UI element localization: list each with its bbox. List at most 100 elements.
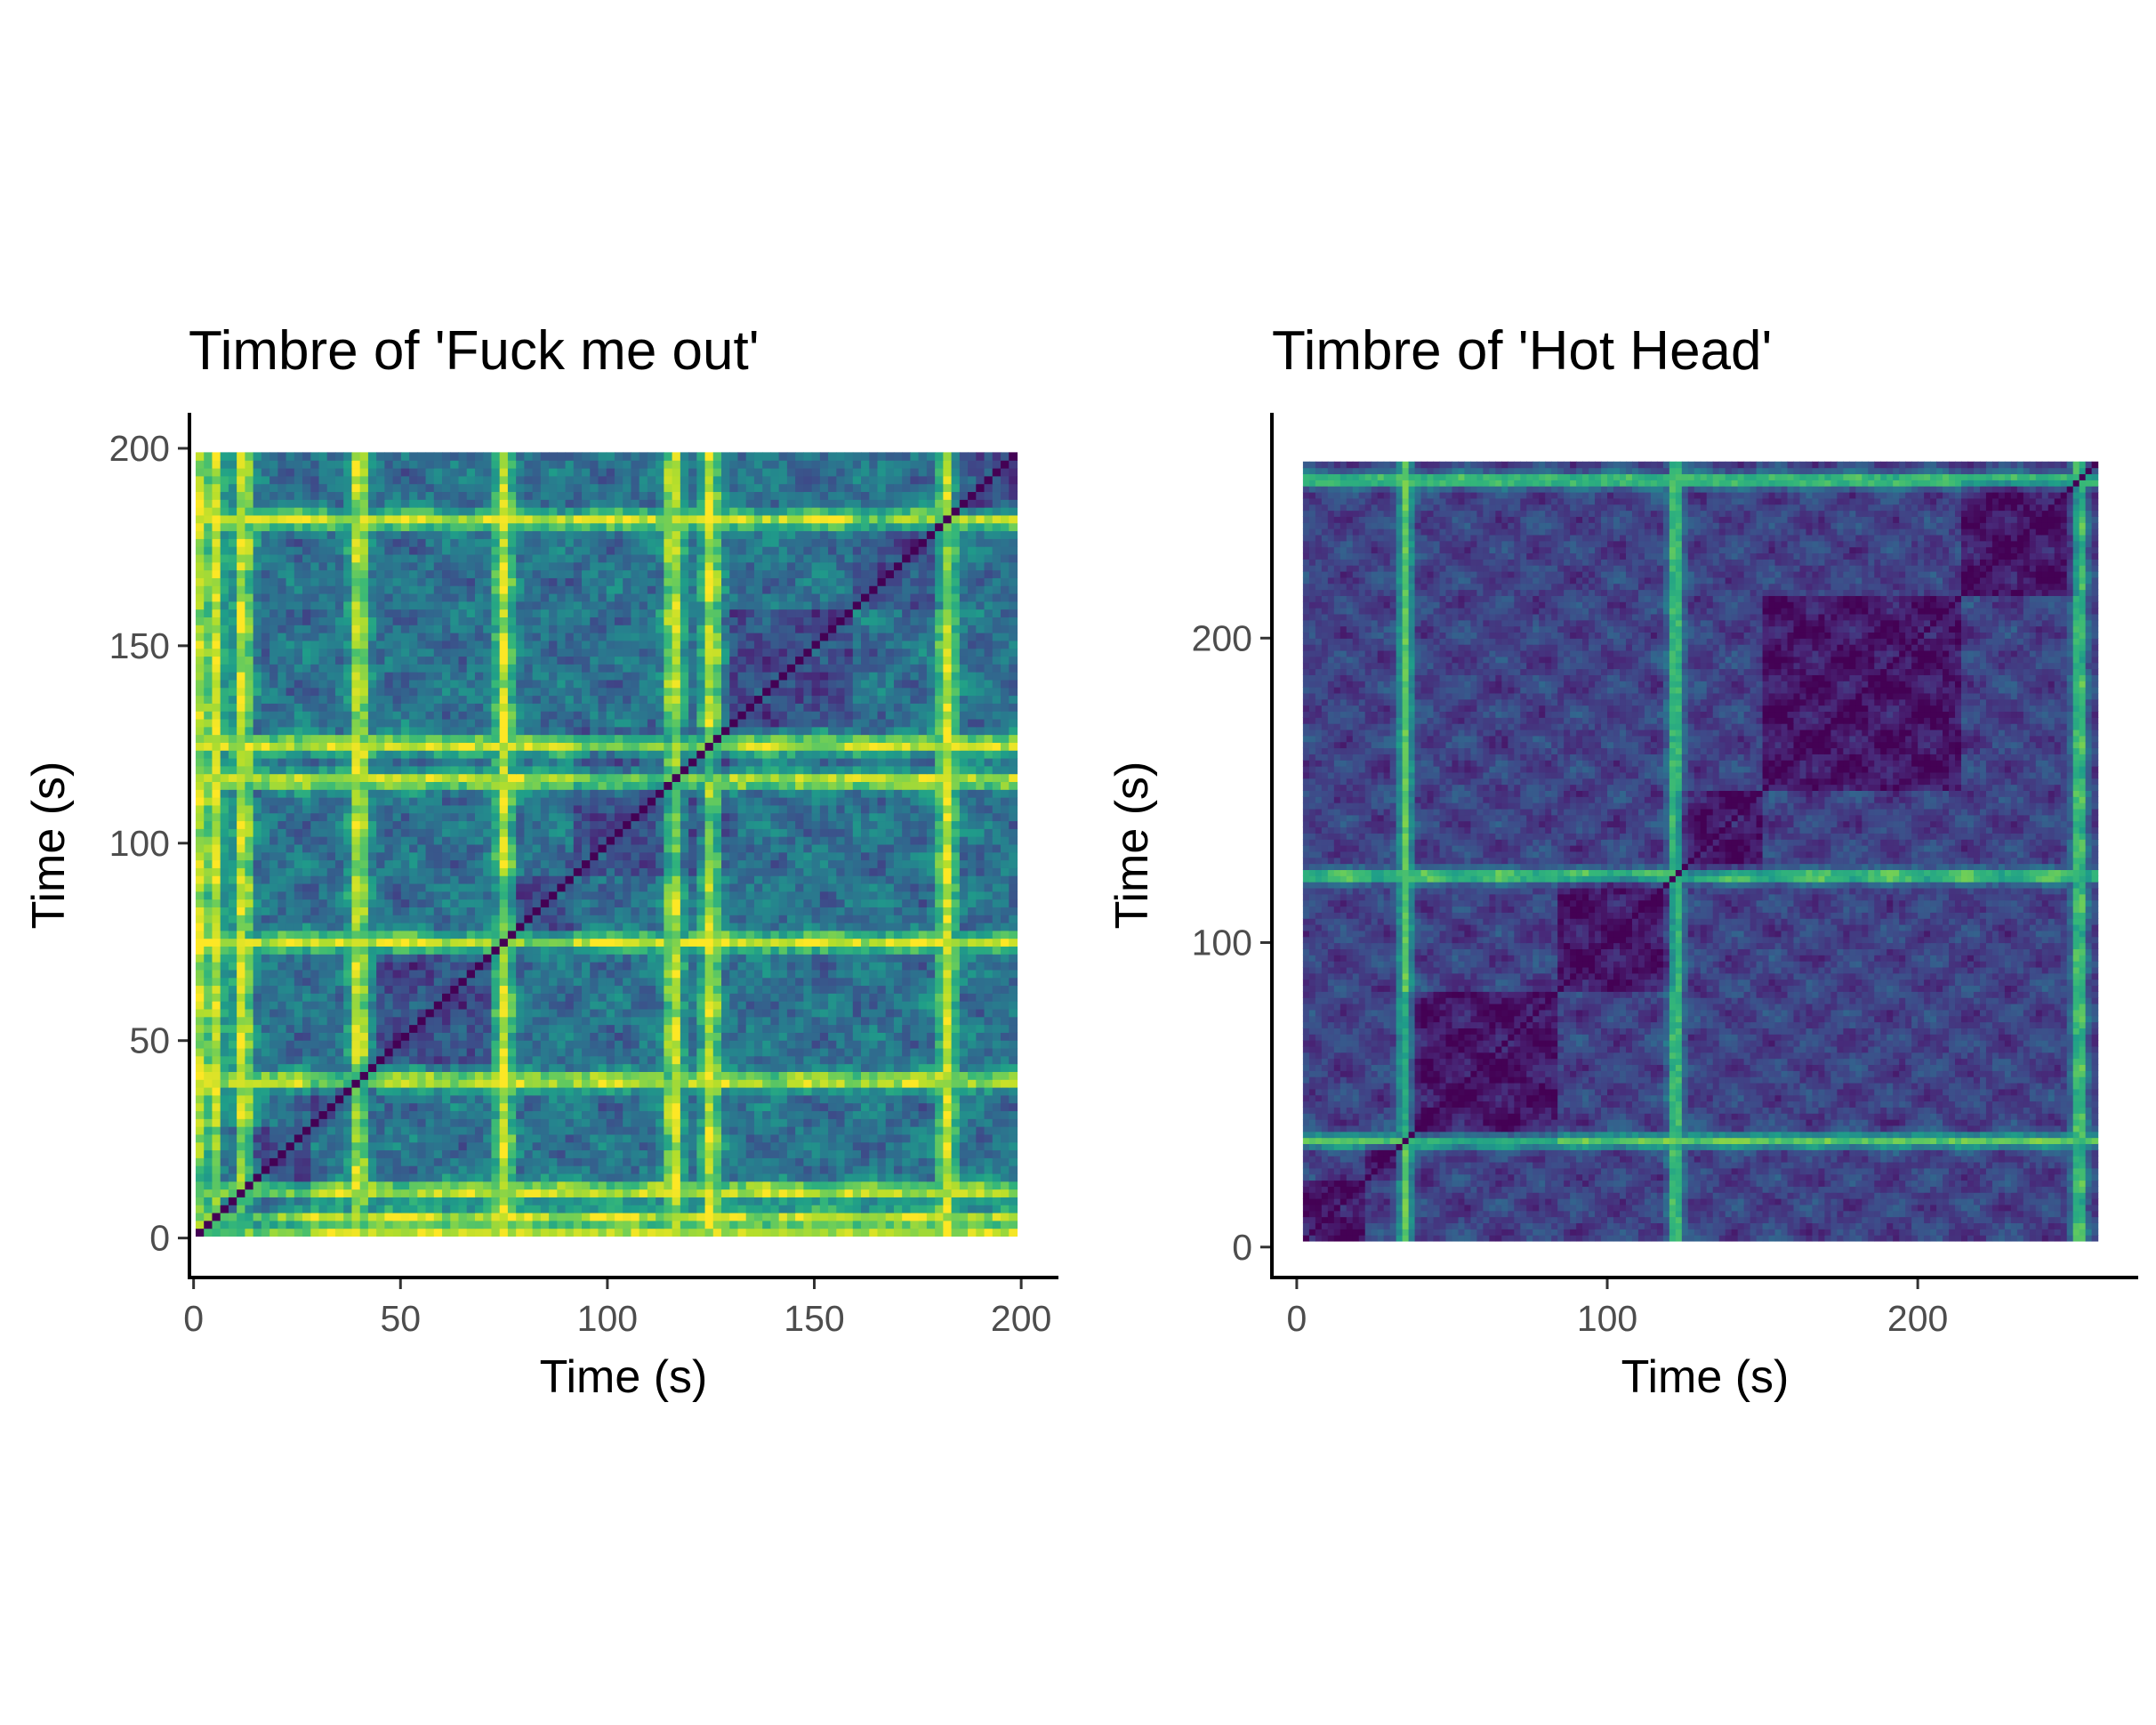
heatmap-cell xyxy=(985,875,994,883)
heatmap-cell xyxy=(450,1095,459,1103)
heatmap-cell xyxy=(672,1048,681,1056)
heatmap-cell xyxy=(459,1001,468,1009)
heatmap-cell xyxy=(656,1213,664,1221)
heatmap-cell xyxy=(968,1165,977,1173)
heatmap-cell xyxy=(853,1173,862,1181)
heatmap-cell xyxy=(648,1056,656,1064)
heatmap-cell xyxy=(557,1064,566,1072)
heatmap-cell xyxy=(877,1048,886,1056)
heatmap-cell xyxy=(524,1095,533,1103)
heatmap-cell xyxy=(869,1071,878,1079)
heatmap-cell xyxy=(434,970,443,978)
heatmap-cell xyxy=(705,1197,714,1205)
heatmap-cell xyxy=(820,1157,829,1165)
heatmap-cell xyxy=(302,844,311,852)
heatmap-cell xyxy=(319,1157,328,1165)
heatmap-cell xyxy=(212,1103,221,1111)
heatmap-cell xyxy=(401,978,410,986)
heatmap-cell xyxy=(229,962,237,970)
heatmap-cell xyxy=(253,1095,262,1103)
heatmap-cell xyxy=(426,954,435,962)
heatmap-cell xyxy=(705,1001,714,1009)
heatmap-cell xyxy=(664,1149,672,1157)
heatmap-cell xyxy=(229,875,237,883)
heatmap-cell xyxy=(417,1017,426,1025)
heatmap-cell xyxy=(327,1213,336,1221)
heatmap-cell xyxy=(664,1079,672,1087)
heatmap-cell xyxy=(245,1001,253,1009)
heatmap-cell xyxy=(384,1189,393,1197)
heatmap-cell xyxy=(533,1064,542,1072)
heatmap-cell xyxy=(261,867,270,875)
heatmap-cell xyxy=(434,899,443,907)
heatmap-cell xyxy=(204,1221,213,1229)
heatmap-cell xyxy=(598,946,607,954)
heatmap-cell xyxy=(656,1103,664,1111)
heatmap-cell xyxy=(1009,1103,1018,1111)
heatmap-cell xyxy=(976,1001,985,1009)
heatmap-cell xyxy=(1001,946,1010,954)
heatmap-cell xyxy=(648,1040,656,1048)
heatmap-cell xyxy=(656,946,664,954)
heatmap-cell xyxy=(516,907,525,915)
heatmap-cell xyxy=(524,1213,533,1221)
heatmap-cell xyxy=(196,1087,205,1095)
heatmap-cell xyxy=(442,1157,451,1165)
heatmap-cell xyxy=(475,852,484,860)
heatmap-cell xyxy=(549,1221,558,1229)
heatmap-cell xyxy=(803,978,812,986)
heatmap-cell xyxy=(894,985,903,993)
heatmap-cell xyxy=(631,970,640,978)
heatmap-cell xyxy=(204,970,213,978)
heatmap-cell xyxy=(803,970,812,978)
heatmap-cell xyxy=(351,954,360,962)
heatmap-cell xyxy=(500,1173,509,1181)
heatmap-cell xyxy=(615,985,623,993)
heatmap-cell xyxy=(541,1189,550,1197)
heatmap-cell xyxy=(310,907,319,915)
heatmap-cell xyxy=(270,1221,278,1229)
heatmap-cell xyxy=(417,993,426,1001)
heatmap-cell xyxy=(869,1205,878,1213)
heatmap-cell xyxy=(360,939,369,947)
heatmap-cell xyxy=(310,1126,319,1134)
heatmap-cell xyxy=(327,946,336,954)
heatmap-cell xyxy=(483,860,492,868)
heatmap-cell xyxy=(434,1087,443,1095)
heatmap-cell xyxy=(746,852,755,860)
heatmap-cell xyxy=(902,1079,911,1087)
heatmap-cell xyxy=(270,993,278,1001)
heatmap-cell xyxy=(196,1189,205,1197)
heatmap-cell xyxy=(319,954,328,962)
heatmap-cell xyxy=(1001,1229,1010,1237)
heatmap-cell xyxy=(877,915,886,923)
heatmap-cell xyxy=(976,1213,985,1221)
heatmap-cell xyxy=(1009,954,1018,962)
heatmap-cell xyxy=(737,1157,746,1165)
heatmap-cell xyxy=(935,1087,944,1095)
heatmap-cell xyxy=(442,883,451,891)
heatmap-cell xyxy=(943,923,952,931)
heatmap-cell xyxy=(729,1157,738,1165)
heatmap-cell xyxy=(196,970,205,978)
heatmap-cell xyxy=(212,1040,221,1048)
heatmap-cell xyxy=(787,1064,796,1072)
heatmap-cell xyxy=(927,1056,936,1064)
heatmap-cell xyxy=(261,923,270,931)
heatmap-cell xyxy=(976,1103,985,1111)
heatmap-cell xyxy=(237,1001,245,1009)
heatmap-cell xyxy=(302,931,311,939)
heatmap-cell xyxy=(935,1205,944,1213)
heatmap-cell xyxy=(993,1087,1002,1095)
heatmap-cell xyxy=(302,962,311,970)
heatmap-cell xyxy=(524,883,533,891)
heatmap-cell xyxy=(795,946,804,954)
heatmap-cell xyxy=(533,852,542,860)
heatmap-cell xyxy=(952,1025,961,1033)
heatmap-cell xyxy=(270,1126,278,1134)
heatmap-cell xyxy=(409,1032,418,1040)
heatmap-cell xyxy=(968,954,977,962)
heatmap-cell xyxy=(696,1017,705,1025)
heatmap-cell xyxy=(327,1095,336,1103)
heatmap-cell xyxy=(894,931,903,939)
